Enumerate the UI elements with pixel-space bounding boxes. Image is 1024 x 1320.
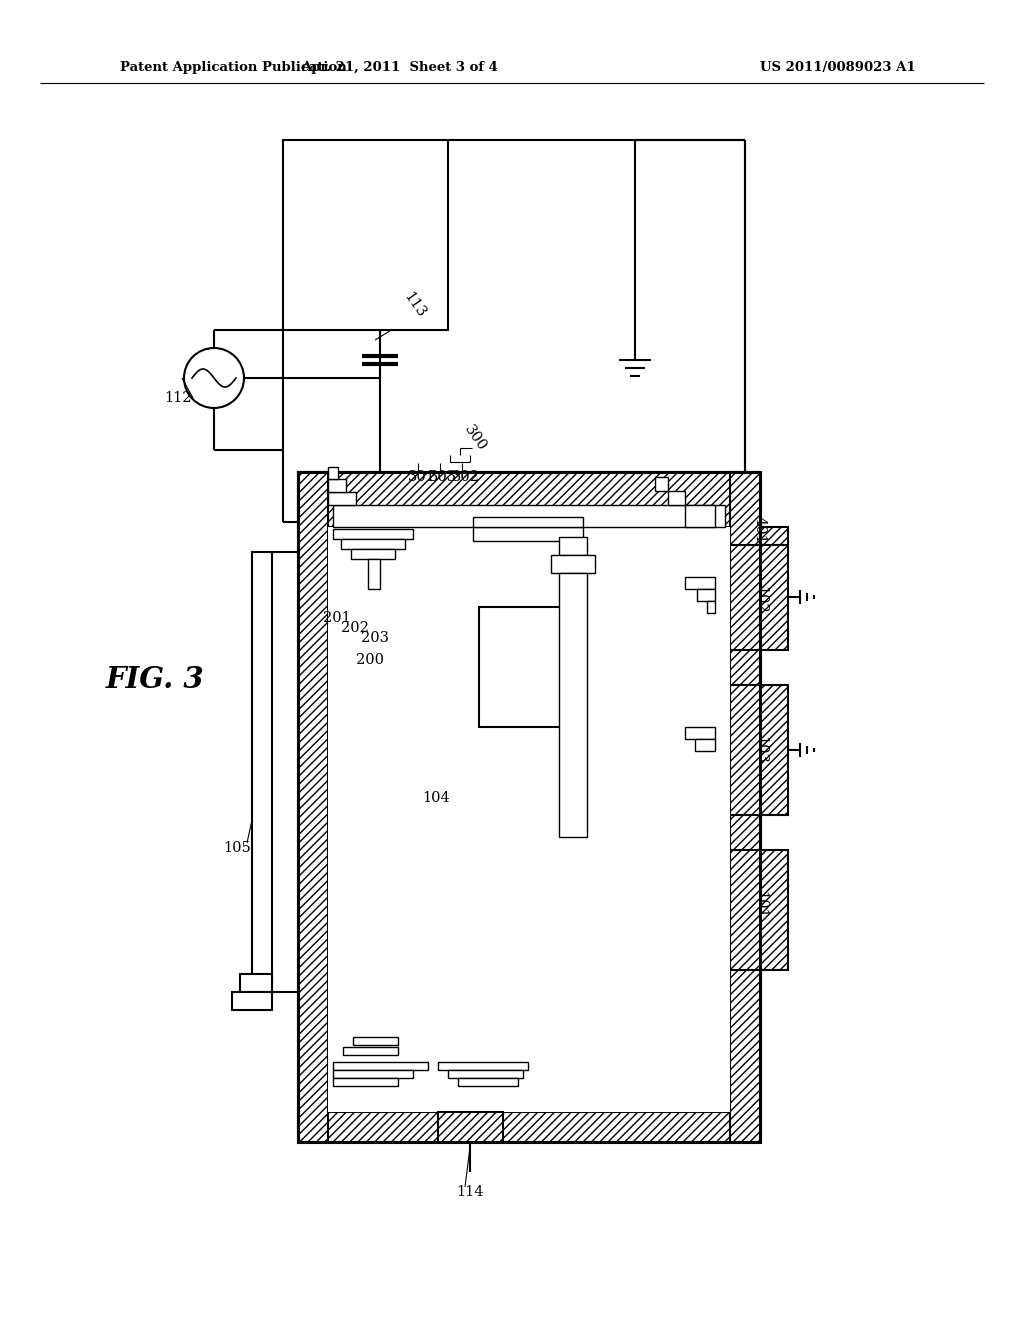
Bar bbox=[695, 739, 715, 751]
Bar bbox=[298, 473, 328, 1142]
Bar bbox=[730, 473, 760, 1142]
Bar bbox=[333, 1071, 413, 1078]
Text: 113: 113 bbox=[400, 289, 428, 321]
Bar bbox=[343, 1047, 398, 1055]
Bar bbox=[551, 554, 595, 573]
Text: 203: 203 bbox=[361, 631, 389, 645]
Bar bbox=[730, 545, 788, 649]
Bar bbox=[252, 552, 272, 993]
Bar bbox=[341, 539, 406, 549]
Bar bbox=[760, 527, 788, 545]
Bar bbox=[668, 491, 685, 506]
Bar bbox=[328, 467, 338, 479]
Text: Apr. 21, 2011  Sheet 3 of 4: Apr. 21, 2011 Sheet 3 of 4 bbox=[301, 62, 499, 74]
Bar bbox=[328, 527, 730, 1111]
Bar bbox=[559, 573, 587, 837]
Text: FIG. 3: FIG. 3 bbox=[105, 665, 205, 694]
Bar bbox=[283, 140, 449, 330]
Text: 112: 112 bbox=[164, 391, 191, 405]
Text: 103: 103 bbox=[753, 737, 767, 764]
Bar bbox=[655, 477, 668, 491]
Bar bbox=[240, 974, 272, 993]
Bar bbox=[351, 549, 395, 558]
Text: 302: 302 bbox=[452, 470, 480, 484]
Text: US 2011/0089023 A1: US 2011/0089023 A1 bbox=[760, 62, 915, 74]
Bar bbox=[298, 473, 760, 527]
Bar bbox=[298, 473, 760, 1142]
Bar bbox=[473, 517, 583, 527]
Text: 114: 114 bbox=[457, 1185, 483, 1199]
Text: 102: 102 bbox=[753, 586, 767, 614]
Bar bbox=[328, 479, 346, 492]
Text: 303: 303 bbox=[429, 470, 457, 484]
Text: 200: 200 bbox=[356, 653, 384, 667]
Bar bbox=[328, 492, 356, 506]
Bar bbox=[333, 506, 725, 527]
Bar bbox=[697, 589, 715, 601]
Bar bbox=[685, 727, 715, 739]
Bar bbox=[730, 850, 788, 970]
Text: 105: 105 bbox=[223, 841, 251, 855]
Text: Patent Application Publication: Patent Application Publication bbox=[120, 62, 347, 74]
Bar bbox=[730, 685, 788, 814]
Bar bbox=[333, 1063, 428, 1071]
Bar bbox=[685, 506, 715, 527]
Bar bbox=[458, 1078, 518, 1086]
Bar bbox=[685, 577, 715, 589]
Bar bbox=[449, 1071, 523, 1078]
Text: 201: 201 bbox=[324, 611, 351, 624]
Bar bbox=[479, 607, 579, 727]
Bar bbox=[473, 527, 583, 541]
Bar bbox=[298, 1111, 760, 1142]
Text: 101: 101 bbox=[753, 891, 767, 919]
Text: 104: 104 bbox=[422, 791, 450, 805]
Bar bbox=[333, 1078, 398, 1086]
Text: 202: 202 bbox=[341, 620, 369, 635]
Bar bbox=[707, 601, 715, 612]
Text: 401: 401 bbox=[753, 516, 767, 544]
Bar bbox=[438, 1063, 528, 1071]
Text: 300: 300 bbox=[461, 422, 488, 454]
Bar bbox=[353, 1038, 398, 1045]
Bar bbox=[438, 1111, 503, 1142]
Bar bbox=[232, 993, 272, 1010]
Bar bbox=[368, 558, 380, 589]
Bar bbox=[559, 537, 587, 554]
Bar bbox=[333, 529, 413, 539]
Text: 301: 301 bbox=[408, 470, 436, 484]
